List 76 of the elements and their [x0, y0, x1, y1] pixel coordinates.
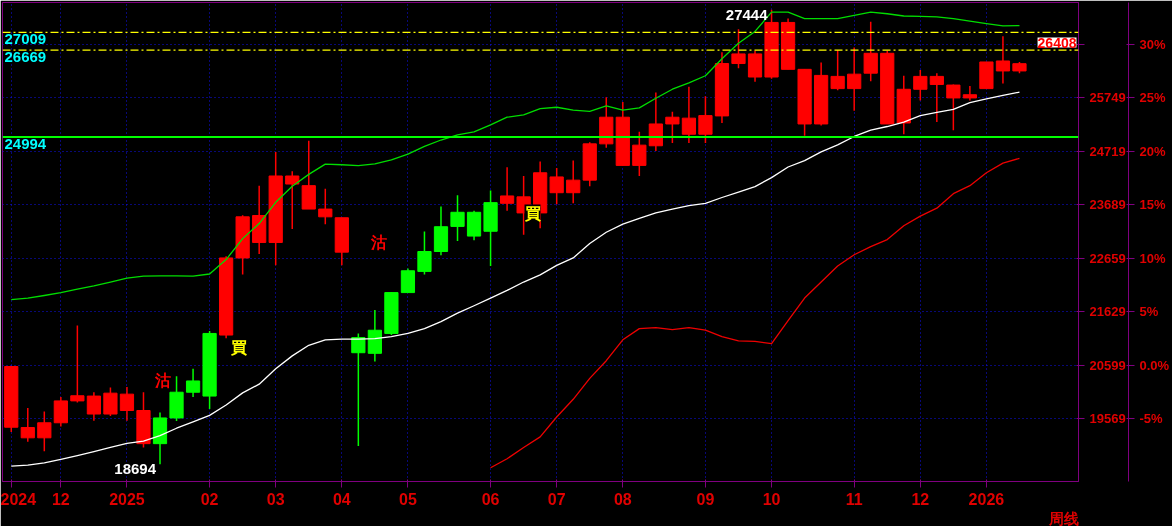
candlestick: [830, 49, 845, 91]
x-tick-label: 11: [845, 490, 863, 508]
y2-tick-label: 20%: [1139, 143, 1166, 159]
y-tick-label: 19569: [1089, 411, 1126, 427]
candlestick: [863, 21, 878, 82]
candlestick: [681, 85, 697, 144]
text: 周线: [1047, 509, 1079, 526]
candlestick: [119, 386, 135, 422]
candlestick: [698, 95, 713, 144]
candlestick: [318, 188, 333, 225]
candlestick: [648, 91, 663, 152]
candlestick: [37, 410, 52, 453]
x-tick-label: 10: [762, 490, 781, 508]
x-tick-label: 2026: [968, 490, 1005, 508]
candlestick: [747, 49, 763, 83]
annotation: 沽: [369, 233, 387, 251]
candlestick: [499, 166, 515, 212]
candlestick: [86, 391, 102, 422]
candlestick: [103, 386, 118, 417]
annotation: 18694: [114, 460, 157, 478]
ref-line-label: 27009: [4, 30, 47, 48]
y2-tick-label: 25%: [1139, 90, 1166, 106]
annotation: 買: [229, 338, 247, 356]
y-tick-label: 20599: [1089, 357, 1126, 373]
y-tick-label: 21629: [1089, 304, 1126, 320]
candlestick: [995, 35, 1011, 85]
x-tick-label: 06: [481, 490, 500, 508]
candlestick: [400, 267, 416, 294]
x-tick-label: 04: [332, 490, 351, 508]
x-tick-label: 2025: [109, 490, 145, 508]
candlestick: [632, 130, 647, 177]
candlestick: [20, 407, 35, 443]
x-tick-label: 05: [399, 490, 417, 508]
candlestick: [417, 230, 432, 276]
x-tick-label: 12: [911, 490, 930, 508]
ref-line-label: 26669: [4, 48, 47, 66]
y2-tick-label: -5%: [1139, 411, 1164, 427]
candlestick: [549, 167, 564, 205]
x-tick-label: 08: [613, 490, 632, 508]
y2-tick-label: 0.0%: [1139, 357, 1170, 373]
candlestick: [913, 69, 928, 102]
y-tick-label: 25749: [1089, 90, 1126, 106]
annotation: 27444: [725, 5, 769, 23]
candlestick: [185, 368, 201, 398]
annotation: 買: [523, 204, 541, 222]
y-tick-label: 23689: [1089, 197, 1126, 213]
ref-line-label: 24994: [4, 135, 47, 153]
candlestick: [367, 309, 382, 363]
candlestick: [946, 83, 961, 132]
candlestick: [847, 46, 862, 112]
candlestick: [466, 209, 482, 241]
line-series: [489, 157, 1021, 469]
y2-tick-label: 15%: [1139, 197, 1166, 213]
y2-tick-label: 30%: [1139, 36, 1166, 52]
candlestick: [53, 396, 68, 428]
x-tick-label: 02: [200, 490, 219, 508]
candlestick: [285, 170, 300, 230]
x-tick-label: 09: [696, 490, 715, 508]
candlestick: [450, 194, 465, 242]
candlestick: [351, 332, 366, 447]
x-tick-label: 07: [547, 490, 566, 508]
candlestick: [929, 72, 944, 123]
candlestick: [731, 28, 746, 70]
y-tick-label: 22659: [1089, 250, 1126, 266]
y-tick-label: 24719: [1089, 143, 1126, 159]
candlestick: [301, 139, 316, 210]
candlestick: [566, 159, 581, 205]
x-tick-label: 03: [266, 490, 285, 508]
annotation: 26408: [1037, 34, 1077, 51]
candlestick: [70, 324, 85, 404]
candlestick: [665, 111, 680, 144]
x-tick-label: 2024: [0, 490, 37, 508]
x-tick-label: 12: [51, 490, 70, 508]
y2-tick-label: 10%: [1139, 250, 1166, 266]
annotation: 沽: [153, 371, 171, 389]
y2-tick-label: 5%: [1139, 304, 1159, 320]
